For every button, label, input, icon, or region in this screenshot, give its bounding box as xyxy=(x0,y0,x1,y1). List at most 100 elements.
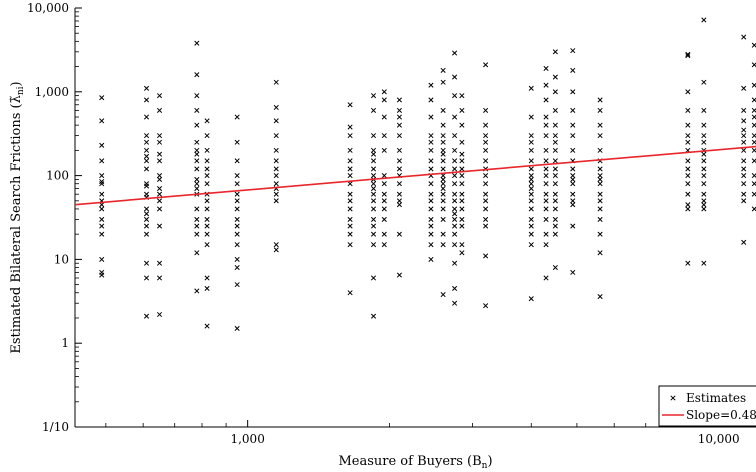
scatter-point xyxy=(143,139,150,145)
scatter-point xyxy=(143,216,150,222)
scatter-point xyxy=(701,133,707,139)
scatter-point xyxy=(701,139,707,145)
scatter-point xyxy=(381,216,387,222)
scatter-point xyxy=(370,173,377,179)
scatter-point xyxy=(143,147,150,153)
scatter-point xyxy=(701,158,707,164)
scatter-point xyxy=(370,93,377,99)
scatter-point xyxy=(273,158,279,164)
scatter-point xyxy=(751,133,756,139)
scatter-point xyxy=(459,223,465,229)
scatter-point xyxy=(440,206,446,212)
scatter-point xyxy=(751,139,756,145)
scatter-point xyxy=(234,158,240,164)
scatter-point xyxy=(234,181,240,187)
scatter-point xyxy=(459,206,465,212)
scatter-point xyxy=(440,198,446,204)
scatter-point xyxy=(194,223,200,229)
scatter-point xyxy=(428,242,434,248)
scatter-point xyxy=(570,147,576,153)
scatter-point xyxy=(440,191,446,197)
scatter-point xyxy=(396,158,402,164)
scatter-point xyxy=(156,176,163,182)
scatter-point xyxy=(347,124,353,130)
scatter-point xyxy=(570,67,576,73)
scatter-point xyxy=(273,198,279,204)
scatter-point xyxy=(234,114,240,120)
scatter-point xyxy=(528,173,534,179)
scatter-point xyxy=(347,133,353,139)
scatter-point xyxy=(552,191,558,197)
scatter-point xyxy=(204,198,210,204)
scatter-point xyxy=(570,107,576,113)
scatter-point xyxy=(370,147,377,153)
scatter-point xyxy=(428,231,434,237)
scatter-point xyxy=(528,216,534,222)
scatter-point xyxy=(428,97,434,103)
scatter-point xyxy=(483,62,489,68)
scatter-point xyxy=(528,242,534,248)
scatter-point xyxy=(440,231,446,237)
y-tick-label: 1,000 xyxy=(35,85,69,99)
scatter-point xyxy=(194,158,200,164)
scatter-point xyxy=(440,139,446,145)
fit-line xyxy=(74,145,756,206)
scatter-point xyxy=(685,122,691,128)
scatter-point xyxy=(528,296,534,302)
scatter-point xyxy=(751,62,756,68)
scatter-point xyxy=(685,133,691,139)
scatter-point xyxy=(99,231,105,237)
scatter-point xyxy=(428,133,434,139)
scatter-point xyxy=(459,158,465,164)
scatter-point xyxy=(701,206,707,212)
scatter-point xyxy=(396,107,402,113)
scatter-point xyxy=(194,122,200,128)
scatter-point xyxy=(194,107,200,113)
scatter-point xyxy=(701,151,707,157)
scatter-point xyxy=(99,272,105,278)
scatter-point xyxy=(440,79,446,85)
scatter-point xyxy=(552,89,558,95)
scatter-point xyxy=(99,142,105,148)
scatter-point xyxy=(570,181,576,187)
y-tick-label: 1 xyxy=(61,336,69,350)
scatter-point xyxy=(452,173,458,179)
scatter-point xyxy=(543,206,549,212)
scatter-point xyxy=(452,300,458,306)
scatter-point xyxy=(685,206,691,212)
scatter-point xyxy=(234,198,240,204)
scatter-point xyxy=(370,242,377,248)
scatter-point xyxy=(552,158,558,164)
scatter-point xyxy=(597,173,603,179)
scatter-point xyxy=(751,206,756,212)
scatter-point xyxy=(543,231,549,237)
scatter-point xyxy=(370,107,377,113)
scatter-point xyxy=(597,97,603,103)
axis-ticks: 1/10 1 10 100 1,000 10,000 1,000 10,000 xyxy=(27,1,740,446)
scatter-point xyxy=(234,282,240,288)
scatter-point xyxy=(370,181,377,187)
scatter-point xyxy=(273,104,279,111)
scatter-point xyxy=(483,206,489,212)
scatter-point xyxy=(570,198,576,204)
scatter-point xyxy=(428,114,434,120)
scatter-point xyxy=(741,158,747,164)
scatter-point xyxy=(99,191,105,197)
scatter-point xyxy=(685,166,691,172)
scatter-point xyxy=(597,294,603,300)
scatter-point xyxy=(701,122,707,128)
scatter-point xyxy=(396,191,402,197)
scatter-point xyxy=(597,198,603,204)
scatter-points xyxy=(99,17,756,331)
scatter-point xyxy=(156,133,163,139)
scatter-point xyxy=(347,166,353,172)
scatter-point xyxy=(156,107,163,113)
scatter-point xyxy=(452,260,458,266)
scatter-point xyxy=(194,40,200,46)
y-tick-label: 10,000 xyxy=(27,1,69,15)
scatter-point xyxy=(459,242,465,248)
scatter-point xyxy=(234,231,240,237)
scatter-point xyxy=(156,173,163,179)
scatter-point xyxy=(204,323,210,329)
